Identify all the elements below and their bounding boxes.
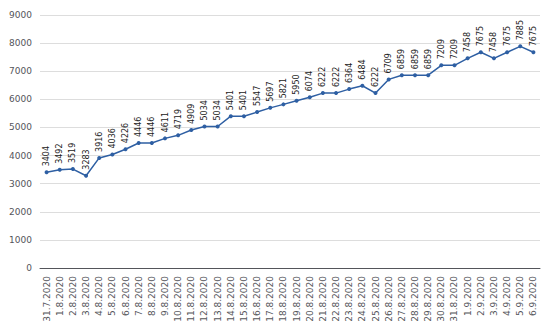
svg-text:5547: 5547 bbox=[253, 86, 262, 106]
svg-text:5697: 5697 bbox=[266, 81, 275, 101]
svg-text:2.9.2020: 2.9.2020 bbox=[476, 276, 486, 316]
svg-text:4611: 4611 bbox=[161, 112, 170, 132]
svg-text:6709: 6709 bbox=[384, 53, 393, 73]
svg-text:6364: 6364 bbox=[345, 63, 354, 83]
svg-text:1000: 1000 bbox=[9, 235, 32, 245]
svg-text:4.8.2020: 4.8.2020 bbox=[94, 276, 104, 316]
svg-text:1.9.2020: 1.9.2020 bbox=[463, 276, 473, 316]
svg-text:7885: 7885 bbox=[516, 20, 525, 40]
svg-text:20.8.2020: 20.8.2020 bbox=[305, 276, 315, 322]
svg-text:6000: 6000 bbox=[9, 94, 32, 104]
svg-text:18.8.2020: 18.8.2020 bbox=[278, 276, 288, 322]
svg-text:4000: 4000 bbox=[9, 151, 32, 161]
svg-text:6859: 6859 bbox=[397, 49, 406, 69]
svg-text:4446: 4446 bbox=[134, 117, 143, 137]
svg-text:5000: 5000 bbox=[9, 122, 32, 132]
svg-text:31.8.2020: 31.8.2020 bbox=[449, 276, 459, 322]
svg-text:9.8.2020: 9.8.2020 bbox=[160, 276, 170, 316]
svg-text:7675: 7675 bbox=[529, 26, 538, 46]
svg-text:28.8.2020: 28.8.2020 bbox=[410, 276, 420, 322]
svg-text:19.8.2020: 19.8.2020 bbox=[292, 276, 302, 322]
svg-text:3.9.2020: 3.9.2020 bbox=[489, 276, 499, 316]
svg-text:7675: 7675 bbox=[476, 26, 485, 46]
svg-text:25.8.2020: 25.8.2020 bbox=[371, 276, 381, 322]
svg-text:4719: 4719 bbox=[174, 109, 183, 129]
svg-text:6.9.2020: 6.9.2020 bbox=[528, 276, 538, 316]
svg-text:0: 0 bbox=[26, 263, 32, 273]
svg-text:14.8.2020: 14.8.2020 bbox=[226, 276, 236, 322]
svg-text:5.9.2020: 5.9.2020 bbox=[515, 276, 525, 316]
svg-text:7.8.2020: 7.8.2020 bbox=[134, 276, 144, 316]
svg-text:24.8.2020: 24.8.2020 bbox=[357, 276, 367, 322]
svg-text:16.8.2020: 16.8.2020 bbox=[252, 276, 262, 322]
svg-text:7675: 7675 bbox=[503, 26, 512, 46]
svg-text:7458: 7458 bbox=[489, 32, 498, 52]
svg-text:26.8.2020: 26.8.2020 bbox=[384, 276, 394, 322]
svg-text:3.8.2020: 3.8.2020 bbox=[81, 276, 91, 316]
svg-text:27.8.2020: 27.8.2020 bbox=[397, 276, 407, 322]
svg-text:5034: 5034 bbox=[200, 100, 209, 120]
svg-text:7209: 7209 bbox=[437, 39, 446, 59]
svg-text:6.8.2020: 6.8.2020 bbox=[121, 276, 131, 316]
svg-text:5401: 5401 bbox=[239, 90, 248, 110]
svg-text:4036: 4036 bbox=[108, 128, 117, 148]
svg-text:7209: 7209 bbox=[450, 39, 459, 59]
svg-text:1.8.2020: 1.8.2020 bbox=[55, 276, 65, 316]
svg-text:4446: 4446 bbox=[147, 117, 156, 137]
svg-text:3283: 3283 bbox=[82, 149, 91, 169]
svg-text:5.8.2020: 5.8.2020 bbox=[107, 276, 117, 316]
svg-text:8.8.2020: 8.8.2020 bbox=[147, 276, 157, 316]
svg-text:5401: 5401 bbox=[226, 90, 235, 110]
svg-text:5034: 5034 bbox=[213, 100, 222, 120]
svg-text:3492: 3492 bbox=[55, 143, 64, 163]
svg-text:6484: 6484 bbox=[358, 59, 367, 79]
svg-text:15.8.2020: 15.8.2020 bbox=[239, 276, 249, 322]
svg-text:12.8.2020: 12.8.2020 bbox=[199, 276, 209, 322]
svg-text:9000: 9000 bbox=[9, 10, 32, 20]
svg-text:21.8.2020: 21.8.2020 bbox=[318, 276, 328, 322]
svg-text:6859: 6859 bbox=[424, 49, 433, 69]
svg-text:13.8.2020: 13.8.2020 bbox=[213, 276, 223, 322]
svg-text:7458: 7458 bbox=[463, 32, 472, 52]
svg-text:4.9.2020: 4.9.2020 bbox=[502, 276, 512, 316]
svg-text:5950: 5950 bbox=[292, 74, 301, 94]
svg-text:6222: 6222 bbox=[332, 67, 341, 87]
svg-text:8000: 8000 bbox=[9, 38, 32, 48]
svg-text:17.8.2020: 17.8.2020 bbox=[265, 276, 275, 322]
svg-text:6222: 6222 bbox=[318, 67, 327, 87]
svg-text:3404: 3404 bbox=[42, 146, 51, 166]
svg-text:30.8.2020: 30.8.2020 bbox=[436, 276, 446, 322]
svg-text:11.8.2020: 11.8.2020 bbox=[186, 276, 196, 322]
svg-text:2000: 2000 bbox=[9, 207, 32, 217]
svg-text:6074: 6074 bbox=[305, 71, 314, 91]
svg-text:3916: 3916 bbox=[95, 132, 104, 152]
svg-text:22.8.2020: 22.8.2020 bbox=[331, 276, 341, 322]
svg-text:23.8.2020: 23.8.2020 bbox=[344, 276, 354, 322]
svg-text:3000: 3000 bbox=[9, 179, 32, 189]
svg-text:29.8.2020: 29.8.2020 bbox=[423, 276, 433, 322]
svg-text:31.7.2020: 31.7.2020 bbox=[42, 276, 52, 322]
svg-text:4909: 4909 bbox=[187, 104, 196, 124]
svg-text:6222: 6222 bbox=[371, 67, 380, 87]
svg-text:3519: 3519 bbox=[68, 143, 77, 163]
svg-text:2.8.2020: 2.8.2020 bbox=[68, 276, 78, 316]
svg-text:4226: 4226 bbox=[121, 123, 130, 143]
svg-text:5821: 5821 bbox=[279, 78, 288, 98]
svg-text:7000: 7000 bbox=[9, 66, 32, 76]
svg-text:10.8.2020: 10.8.2020 bbox=[173, 276, 183, 322]
svg-text:6859: 6859 bbox=[411, 49, 420, 69]
